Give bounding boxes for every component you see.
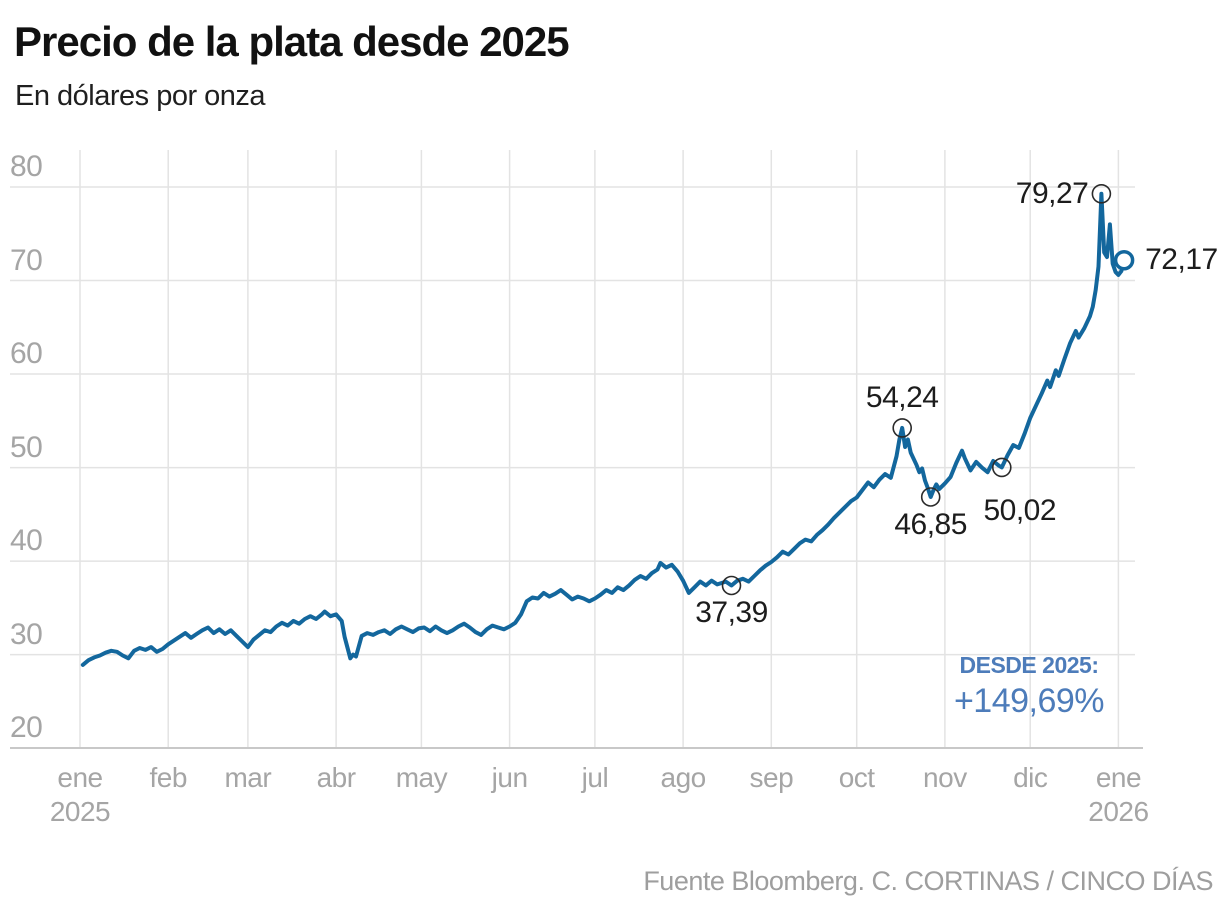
source-credit: Fuente Bloomberg. C. CORTINAS / CINCO DÍ… [643, 866, 1213, 896]
chart-subtitle: En dólares por onza [15, 80, 266, 112]
change-callout-value: +149,69% [953, 682, 1105, 720]
change-since-2025-callout: DESDE 2025: +149,69% [948, 652, 1110, 721]
annotation-marker [1091, 184, 1112, 204]
annotation-marker [991, 457, 1012, 478]
end-point-marker [1113, 249, 1135, 271]
price-line [80, 191, 1127, 667]
page-title: Precio de la plata desde 2025 [14, 18, 570, 65]
annotation-marker [920, 487, 941, 507]
change-callout-label: DESDE 2025: [959, 652, 1099, 678]
annotation-marker [721, 575, 742, 596]
annotation-marker [892, 418, 913, 438]
